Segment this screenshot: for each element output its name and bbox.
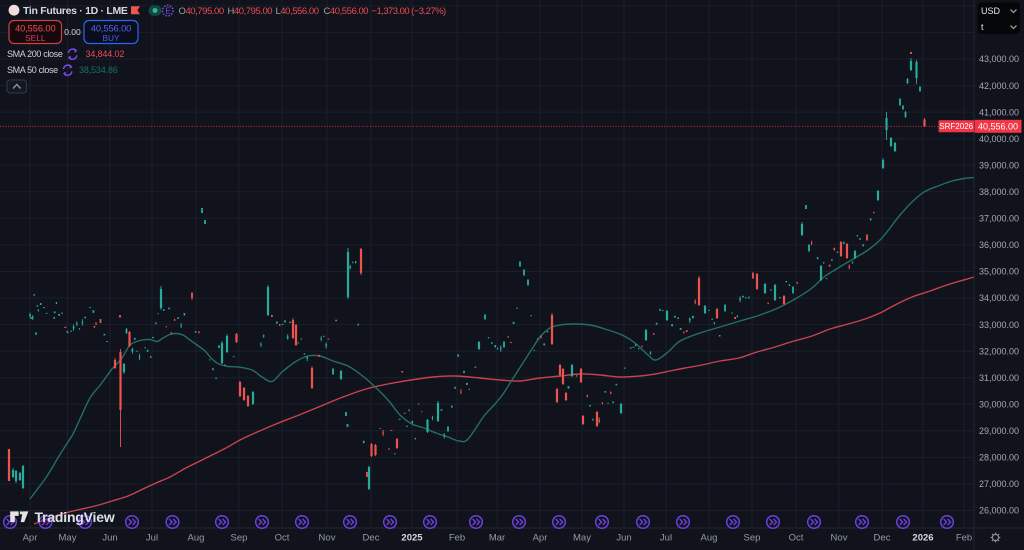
- svg-text:43,000.00: 43,000.00: [979, 54, 1019, 64]
- svg-text:Apr: Apr: [23, 532, 38, 543]
- svg-text:Feb: Feb: [449, 532, 465, 543]
- svg-text:SELL: SELL: [25, 33, 46, 43]
- svg-text:Tin Futures · 1D · LME: Tin Futures · 1D · LME: [23, 5, 128, 17]
- svg-text:Sep: Sep: [231, 532, 248, 543]
- svg-text:Dec: Dec: [874, 532, 891, 543]
- svg-text:38,000.00: 38,000.00: [979, 187, 1019, 197]
- svg-text:28,000.00: 28,000.00: [979, 453, 1019, 463]
- svg-text:Jun: Jun: [102, 532, 117, 543]
- svg-text:40,000.00: 40,000.00: [979, 134, 1019, 144]
- svg-text:E: E: [166, 7, 171, 16]
- svg-text:0.00: 0.00: [64, 27, 81, 37]
- svg-text:40,556.00: 40,556.00: [978, 122, 1018, 132]
- svg-text:Jul: Jul: [660, 532, 672, 543]
- svg-text:33,000.00: 33,000.00: [979, 320, 1019, 330]
- svg-text:34,000.00: 34,000.00: [979, 293, 1019, 303]
- svg-text:Nov: Nov: [831, 532, 848, 543]
- svg-text:38,534.86: 38,534.86: [79, 65, 118, 75]
- svg-text:May: May: [573, 532, 591, 543]
- svg-text:34,844.02: 34,844.02: [86, 49, 125, 59]
- svg-text:40,556.00: 40,556.00: [91, 23, 131, 33]
- svg-text:36,000.00: 36,000.00: [979, 240, 1019, 250]
- svg-text:t: t: [981, 22, 984, 32]
- svg-text:35,000.00: 35,000.00: [979, 267, 1019, 277]
- svg-text:SMA 200 close: SMA 200 close: [7, 49, 63, 59]
- svg-text:29,000.00: 29,000.00: [979, 426, 1019, 436]
- svg-text:Oct: Oct: [275, 532, 290, 543]
- svg-text:L40,556.00: L40,556.00: [276, 6, 319, 17]
- svg-text:37,000.00: 37,000.00: [979, 214, 1019, 224]
- svg-text:Mar: Mar: [489, 532, 505, 543]
- svg-text:USD: USD: [981, 6, 1001, 16]
- svg-text:Aug: Aug: [701, 532, 718, 543]
- svg-text:2025: 2025: [401, 532, 423, 543]
- svg-text:May: May: [59, 532, 77, 543]
- svg-text:BUY: BUY: [102, 33, 120, 43]
- svg-text:40,556.00: 40,556.00: [15, 23, 55, 33]
- svg-text:Dec: Dec: [363, 532, 380, 543]
- svg-text:39,000.00: 39,000.00: [979, 160, 1019, 170]
- svg-text:C40,556.00: C40,556.00: [324, 6, 369, 17]
- svg-text:2026: 2026: [912, 532, 933, 543]
- svg-text:27,000.00: 27,000.00: [979, 479, 1019, 489]
- svg-text:30,000.00: 30,000.00: [979, 400, 1019, 410]
- svg-text:42,000.00: 42,000.00: [979, 81, 1019, 91]
- svg-text:41,000.00: 41,000.00: [979, 107, 1019, 117]
- svg-text:Oct: Oct: [789, 532, 804, 543]
- svg-text:O40,795.00: O40,795.00: [179, 6, 224, 17]
- svg-text:Feb: Feb: [956, 532, 972, 543]
- svg-text:SRF2026: SRF2026: [939, 122, 973, 131]
- svg-text:−1,373.00 (−3.27%): −1,373.00 (−3.27%): [372, 6, 446, 17]
- svg-text:TradingView: TradingView: [35, 509, 115, 525]
- svg-text:Jul: Jul: [146, 532, 158, 543]
- svg-text:H40,795.00: H40,795.00: [228, 6, 273, 17]
- svg-text:26,000.00: 26,000.00: [979, 506, 1019, 516]
- svg-text:SMA 50 close: SMA 50 close: [7, 65, 58, 75]
- svg-text:Sep: Sep: [744, 532, 761, 543]
- svg-text:32,000.00: 32,000.00: [979, 346, 1019, 356]
- svg-text:Aug: Aug: [188, 532, 205, 543]
- svg-text:Nov: Nov: [319, 532, 336, 543]
- svg-text:31,000.00: 31,000.00: [979, 373, 1019, 383]
- svg-text:Jun: Jun: [616, 532, 631, 543]
- svg-text:Apr: Apr: [533, 532, 548, 543]
